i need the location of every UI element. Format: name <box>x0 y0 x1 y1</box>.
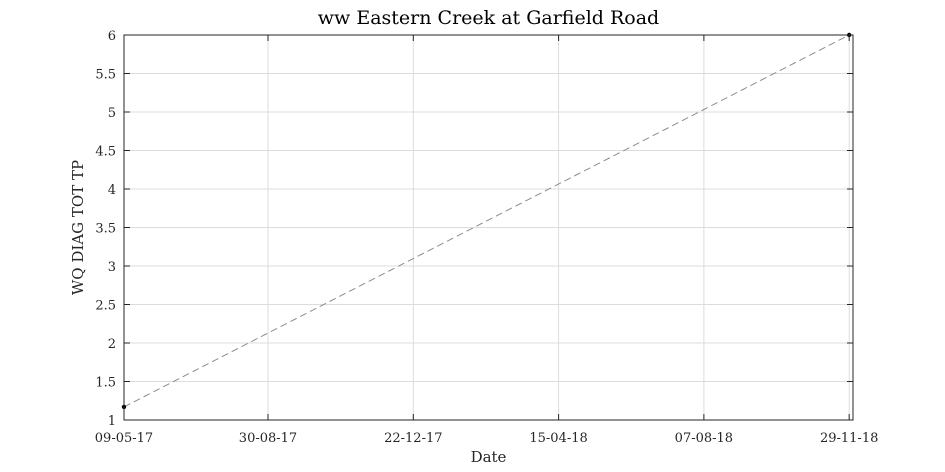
x-tick-label: 09-05-17 <box>95 431 153 446</box>
series-line <box>123 34 850 408</box>
x-tick-label: 07-08-18 <box>675 431 733 446</box>
axis-ticks <box>123 34 853 421</box>
y-tick-label: 1 <box>108 414 116 429</box>
x-tick-label: 22-12-17 <box>384 431 442 446</box>
y-axis-tick-labels: 1 1.5 2 2.5 3 3.5 4 4.5 5 5.5 6 <box>95 29 116 429</box>
x-axis-tick-labels: 09-05-17 30-08-17 22-12-17 15-04-18 07-08-18… <box>95 431 879 446</box>
y-tick-label: 3 <box>108 260 116 275</box>
x-axis-label: Date <box>471 448 507 466</box>
grid <box>124 35 853 420</box>
x-tick-label: 30-08-17 <box>239 431 297 446</box>
x-tick-label: 29-11-18 <box>820 431 878 446</box>
y-tick-label: 5.5 <box>95 68 116 83</box>
y-tick-label: 5 <box>108 106 116 121</box>
y-tick-label: 2 <box>108 337 116 352</box>
y-tick-label: 4 <box>108 183 116 198</box>
x-tick-label: 15-04-18 <box>529 431 587 446</box>
y-tick-label: 1.5 <box>95 376 116 391</box>
chart-title: ww Eastern Creek at Garfield Road <box>318 7 659 29</box>
y-tick-label: 4.5 <box>95 145 116 160</box>
y-axis-label: WQ DIAG TOT TP <box>69 160 87 295</box>
y-tick-label: 2.5 <box>95 299 116 314</box>
y-tick-label: 3.5 <box>95 222 116 237</box>
y-tick-label: 6 <box>108 29 116 44</box>
